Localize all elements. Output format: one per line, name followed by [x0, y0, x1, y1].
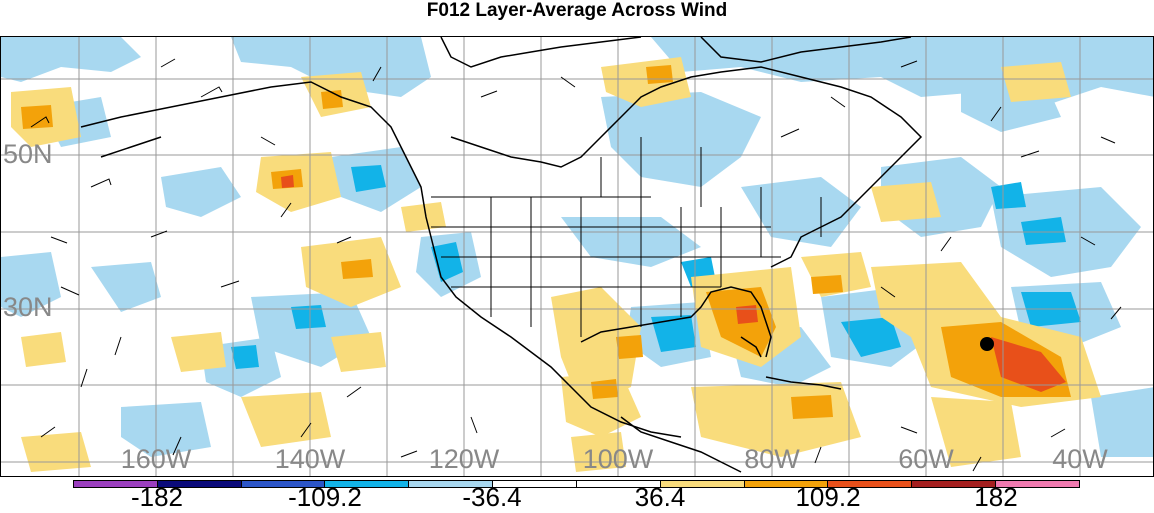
- lon-label-80w: 80W: [744, 444, 800, 474]
- colorbar: [73, 480, 1080, 488]
- marker-dot: [980, 337, 994, 351]
- map-panel[interactable]: 50N 30N 160W 140W 120W 100W 80W 60W 40W: [0, 36, 1154, 477]
- colorbar-segment: [996, 481, 1079, 487]
- political-borders: [431, 137, 822, 337]
- lon-label-160w: 160W: [120, 444, 192, 474]
- lon-label-140w: 140W: [274, 444, 346, 474]
- colorbar-segment: [74, 481, 158, 487]
- colorbar-label: -182: [130, 482, 184, 512]
- colorbar-segment: [409, 481, 494, 487]
- coastlines: [80, 37, 923, 473]
- lon-label-40w: 40W: [1052, 444, 1108, 474]
- wind-barbs: [30, 58, 1122, 472]
- colorbar-segment: [241, 481, 326, 487]
- colorbar-label: 36.4: [634, 482, 686, 512]
- colorbar-label: 109.2: [795, 482, 861, 512]
- colorbar-segment: [493, 481, 577, 487]
- colorbar-label: 182: [974, 482, 1018, 512]
- colorbar-label: -36.4: [462, 482, 522, 512]
- colorbar-segment: [912, 481, 997, 487]
- colorbar-segment: [325, 481, 410, 487]
- lon-label-60w: 60W: [898, 444, 954, 474]
- lon-label-120w: 120W: [428, 444, 500, 474]
- colorbar-segment: [828, 481, 913, 487]
- lat-label-30n: 30N: [3, 292, 53, 322]
- colorbar-label: -109.2: [288, 482, 362, 512]
- lon-label-100w: 100W: [582, 444, 654, 474]
- colorbar-segment: [744, 481, 829, 487]
- anomaly-shading: [1, 37, 1153, 472]
- colorbar-segment: [660, 481, 745, 487]
- colorbar-segment: [157, 481, 242, 487]
- map-title: F012 Layer-Average Across Wind: [426, 0, 728, 21]
- map-canvas: [1, 37, 1153, 476]
- colorbar-segment: [576, 481, 661, 487]
- lat-label-50n: 50N: [3, 139, 53, 169]
